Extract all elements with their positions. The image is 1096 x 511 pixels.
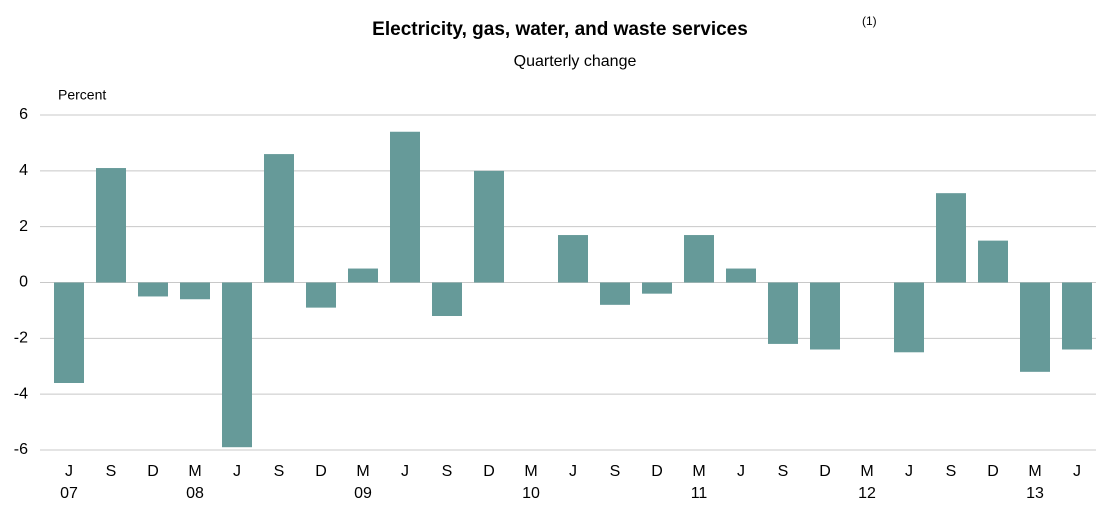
bar (264, 154, 294, 283)
y-tick-label: 0 (19, 274, 28, 291)
bar (936, 193, 966, 283)
bar (642, 282, 672, 294)
bar (54, 282, 84, 383)
year-label: 11 (691, 485, 708, 502)
x-tick-label: D (147, 463, 159, 480)
y-tick-label: -6 (14, 441, 28, 458)
title-note: (1) (862, 14, 877, 28)
x-tick-label: S (274, 463, 285, 480)
x-tick-label: M (1028, 463, 1041, 480)
x-tick-label: S (442, 463, 453, 480)
x-tick-label: J (65, 463, 73, 480)
bar (222, 282, 252, 448)
bar (558, 235, 588, 283)
bar (348, 268, 378, 283)
x-tick-label: J (905, 463, 913, 480)
bar (1062, 282, 1092, 350)
x-tick-label: S (106, 463, 117, 480)
x-tick-label: D (315, 463, 327, 480)
bar (474, 170, 504, 283)
bar (96, 168, 126, 283)
bar (600, 282, 630, 305)
x-tick-label: D (483, 463, 495, 480)
bar (432, 282, 462, 316)
bar (138, 282, 168, 297)
y-tick-label: 6 (19, 106, 28, 123)
bar (684, 235, 714, 283)
year-label: 13 (1026, 485, 1044, 502)
chart-title: Electricity, gas, water, and waste servi… (372, 19, 748, 40)
x-tick-label: S (946, 463, 957, 480)
x-tick-label: D (819, 463, 831, 480)
y-tick-label: -2 (14, 330, 28, 347)
bar (726, 268, 756, 283)
y-tick-label: 2 (19, 218, 28, 235)
x-tick-label: J (401, 463, 409, 480)
y-tick-label: -4 (14, 385, 28, 402)
x-tick-label: M (692, 463, 705, 480)
x-tick-label: S (778, 463, 789, 480)
year-label: 10 (522, 485, 540, 502)
x-tick-label: M (356, 463, 369, 480)
x-tick-label: M (524, 463, 537, 480)
x-tick-label: J (233, 463, 241, 480)
year-label: 07 (60, 485, 78, 502)
year-label: 08 (186, 485, 204, 502)
x-tick-label: J (1073, 463, 1081, 480)
bar (306, 282, 336, 308)
x-tick-label: J (569, 463, 577, 480)
bar (768, 282, 798, 344)
bar (180, 282, 210, 300)
year-label: 12 (858, 485, 876, 502)
x-tick-label: D (987, 463, 999, 480)
bar (810, 282, 840, 350)
bar (1020, 282, 1050, 372)
chart-subtitle: Quarterly change (514, 53, 637, 70)
bar (894, 282, 924, 353)
x-tick-label: S (610, 463, 621, 480)
x-tick-label: D (651, 463, 663, 480)
year-label: 09 (354, 485, 372, 502)
x-tick-label: M (860, 463, 873, 480)
y-tick-label: 4 (19, 162, 28, 179)
x-tick-label: J (737, 463, 745, 480)
bar (978, 240, 1008, 283)
bar (390, 131, 420, 283)
y-axis-label: Percent (58, 87, 106, 103)
x-tick-label: M (188, 463, 201, 480)
